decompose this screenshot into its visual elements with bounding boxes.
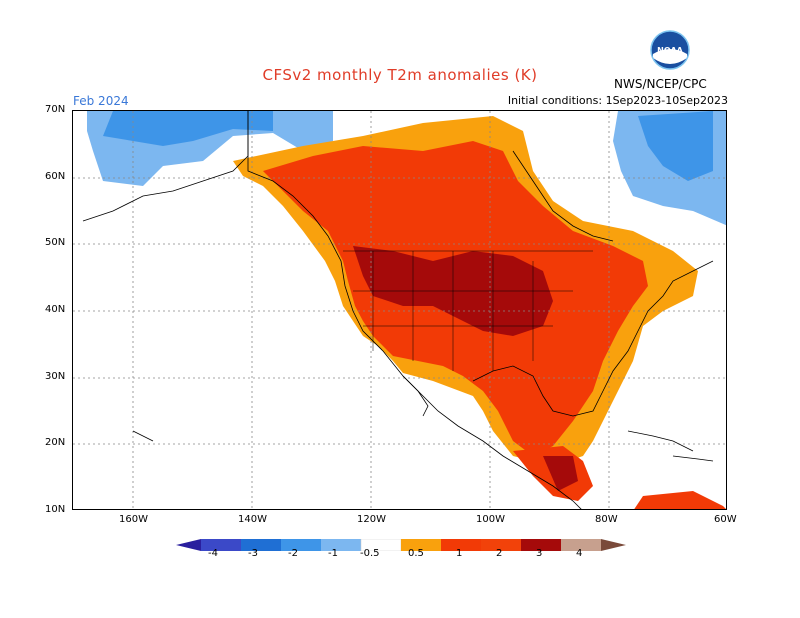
graticule [73, 111, 726, 509]
colorbar-label-neg3: -3 [248, 548, 258, 559]
lat-label-20n: 20N [45, 437, 66, 448]
colorbar-bin-8 [521, 539, 561, 551]
logo-text: NOAA [657, 46, 683, 55]
agency-label: NWS/NCEP/CPC [614, 77, 707, 91]
noaa-logo: NOAA [650, 30, 690, 70]
colorbar-label-05: 0.5 [408, 548, 424, 559]
lon-label-120w: 120W [357, 514, 386, 525]
warm-anomaly-central-america-strong [543, 456, 578, 491]
colorbar-arrow-right [601, 539, 626, 551]
borders [343, 250, 593, 371]
lon-label-140w: 140W [238, 514, 267, 525]
map-svg [73, 111, 726, 509]
colorbar-label-3: 3 [536, 548, 543, 559]
warm-anomaly-south-america [634, 491, 726, 509]
initial-conditions: Initial conditions: 1Sep2023-10Sep2023 [507, 94, 728, 107]
colorbar-bin-7 [481, 539, 521, 551]
colorbar-label-1: 1 [456, 548, 463, 559]
lat-label-30n: 30N [45, 371, 66, 382]
colorbar-bin-4 [321, 539, 361, 551]
anomaly-map [72, 110, 727, 510]
colorbar [176, 536, 626, 555]
colorbar-label-neg1: -1 [328, 548, 338, 559]
lat-label-10n: 10N [45, 504, 66, 515]
colorbar-bin-5 [401, 539, 441, 551]
lat-label-70n: 70N [45, 104, 66, 115]
chart-title: CFSv2 monthly T2m anomalies (K) [262, 66, 538, 84]
lon-label-60w: 60W [714, 514, 737, 525]
colorbar-bin-1 [201, 539, 241, 551]
colorbar-bin-6 [441, 539, 481, 551]
lon-label-160w: 160W [119, 514, 148, 525]
lon-label-100w: 100W [476, 514, 505, 525]
colorbar-label-neg05: -0.5 [360, 548, 380, 559]
cold-anomaly-alaska-core [103, 111, 273, 146]
lat-label-40n: 40N [45, 304, 66, 315]
colorbar-label-4: 4 [576, 548, 583, 559]
colorbar-bin-9 [561, 539, 601, 551]
colorbar-label-neg4: -4 [208, 548, 218, 559]
cold-anomaly-greenland-core [638, 111, 713, 181]
colorbar-bin-3 [281, 539, 321, 551]
lon-label-80w: 80W [595, 514, 618, 525]
lat-label-50n: 50N [45, 237, 66, 248]
lat-label-60n: 60N [45, 171, 66, 182]
coastlines [82, 111, 714, 509]
colorbar-bin-2 [241, 539, 281, 551]
month-label: Feb 2024 [73, 94, 129, 108]
colorbar-label-neg2: -2 [288, 548, 298, 559]
colorbar-label-2: 2 [496, 548, 503, 559]
colorbar-arrow-left [176, 539, 201, 551]
